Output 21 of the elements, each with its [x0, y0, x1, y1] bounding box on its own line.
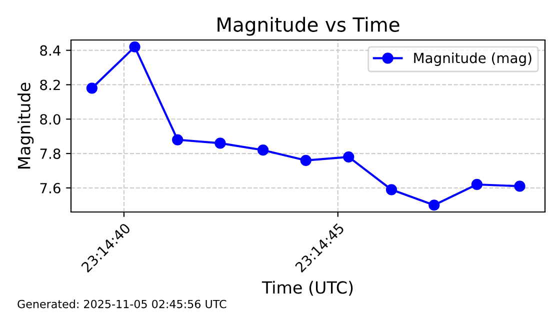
y-tick-label: 8.4	[40, 45, 60, 56]
point	[428, 200, 440, 211]
y-tick-label: 7.6	[40, 182, 60, 194]
y-tick-label: 8.2	[40, 80, 60, 90]
point	[129, 41, 140, 52]
chart-title: Magnitude vs Time	[218, 16, 400, 36]
point	[343, 151, 354, 163]
point	[257, 144, 269, 156]
point	[86, 82, 98, 94]
point	[386, 184, 398, 196]
point	[214, 138, 226, 149]
point	[471, 178, 482, 190]
point	[300, 154, 312, 166]
y-tick-label: 7.8	[40, 148, 60, 159]
y-tick-label: 8.0	[40, 114, 60, 125]
legend-label: Magnitude (mag)	[414, 52, 532, 66]
point	[172, 134, 184, 146]
y-axis-title: Magnitude	[18, 82, 34, 169]
text: Generated: 2025-11-05 02:45:56 UTC	[18, 300, 226, 308]
x-axis-title: Time (UTC)	[262, 280, 353, 296]
point	[514, 180, 526, 192]
